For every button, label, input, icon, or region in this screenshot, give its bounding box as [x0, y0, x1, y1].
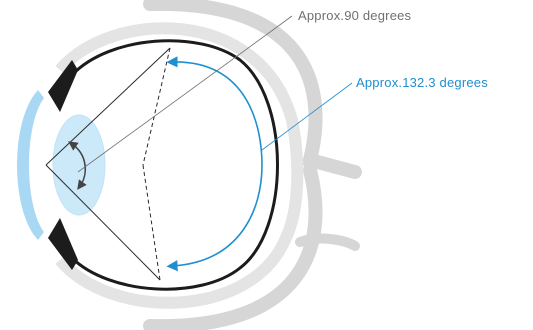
iris-lower [48, 218, 78, 270]
ray-lines [45, 47, 171, 281]
iris-upper [48, 60, 78, 112]
eye-wall [70, 39, 279, 291]
retina-angle-label: Approx.132.3 degrees [356, 75, 488, 90]
lens [52, 114, 106, 216]
dashed-chords [142, 47, 171, 281]
lens-angle-label: Approx.90 degrees [298, 8, 412, 23]
cornea [17, 90, 44, 240]
orbit-bone [143, 0, 362, 330]
retina-angle-arrow [166, 56, 263, 272]
lens-label-leader [77, 15, 293, 173]
retina-label-leader [261, 82, 353, 151]
sclera [55, 22, 304, 309]
lens-angle-arrow [68, 141, 87, 190]
